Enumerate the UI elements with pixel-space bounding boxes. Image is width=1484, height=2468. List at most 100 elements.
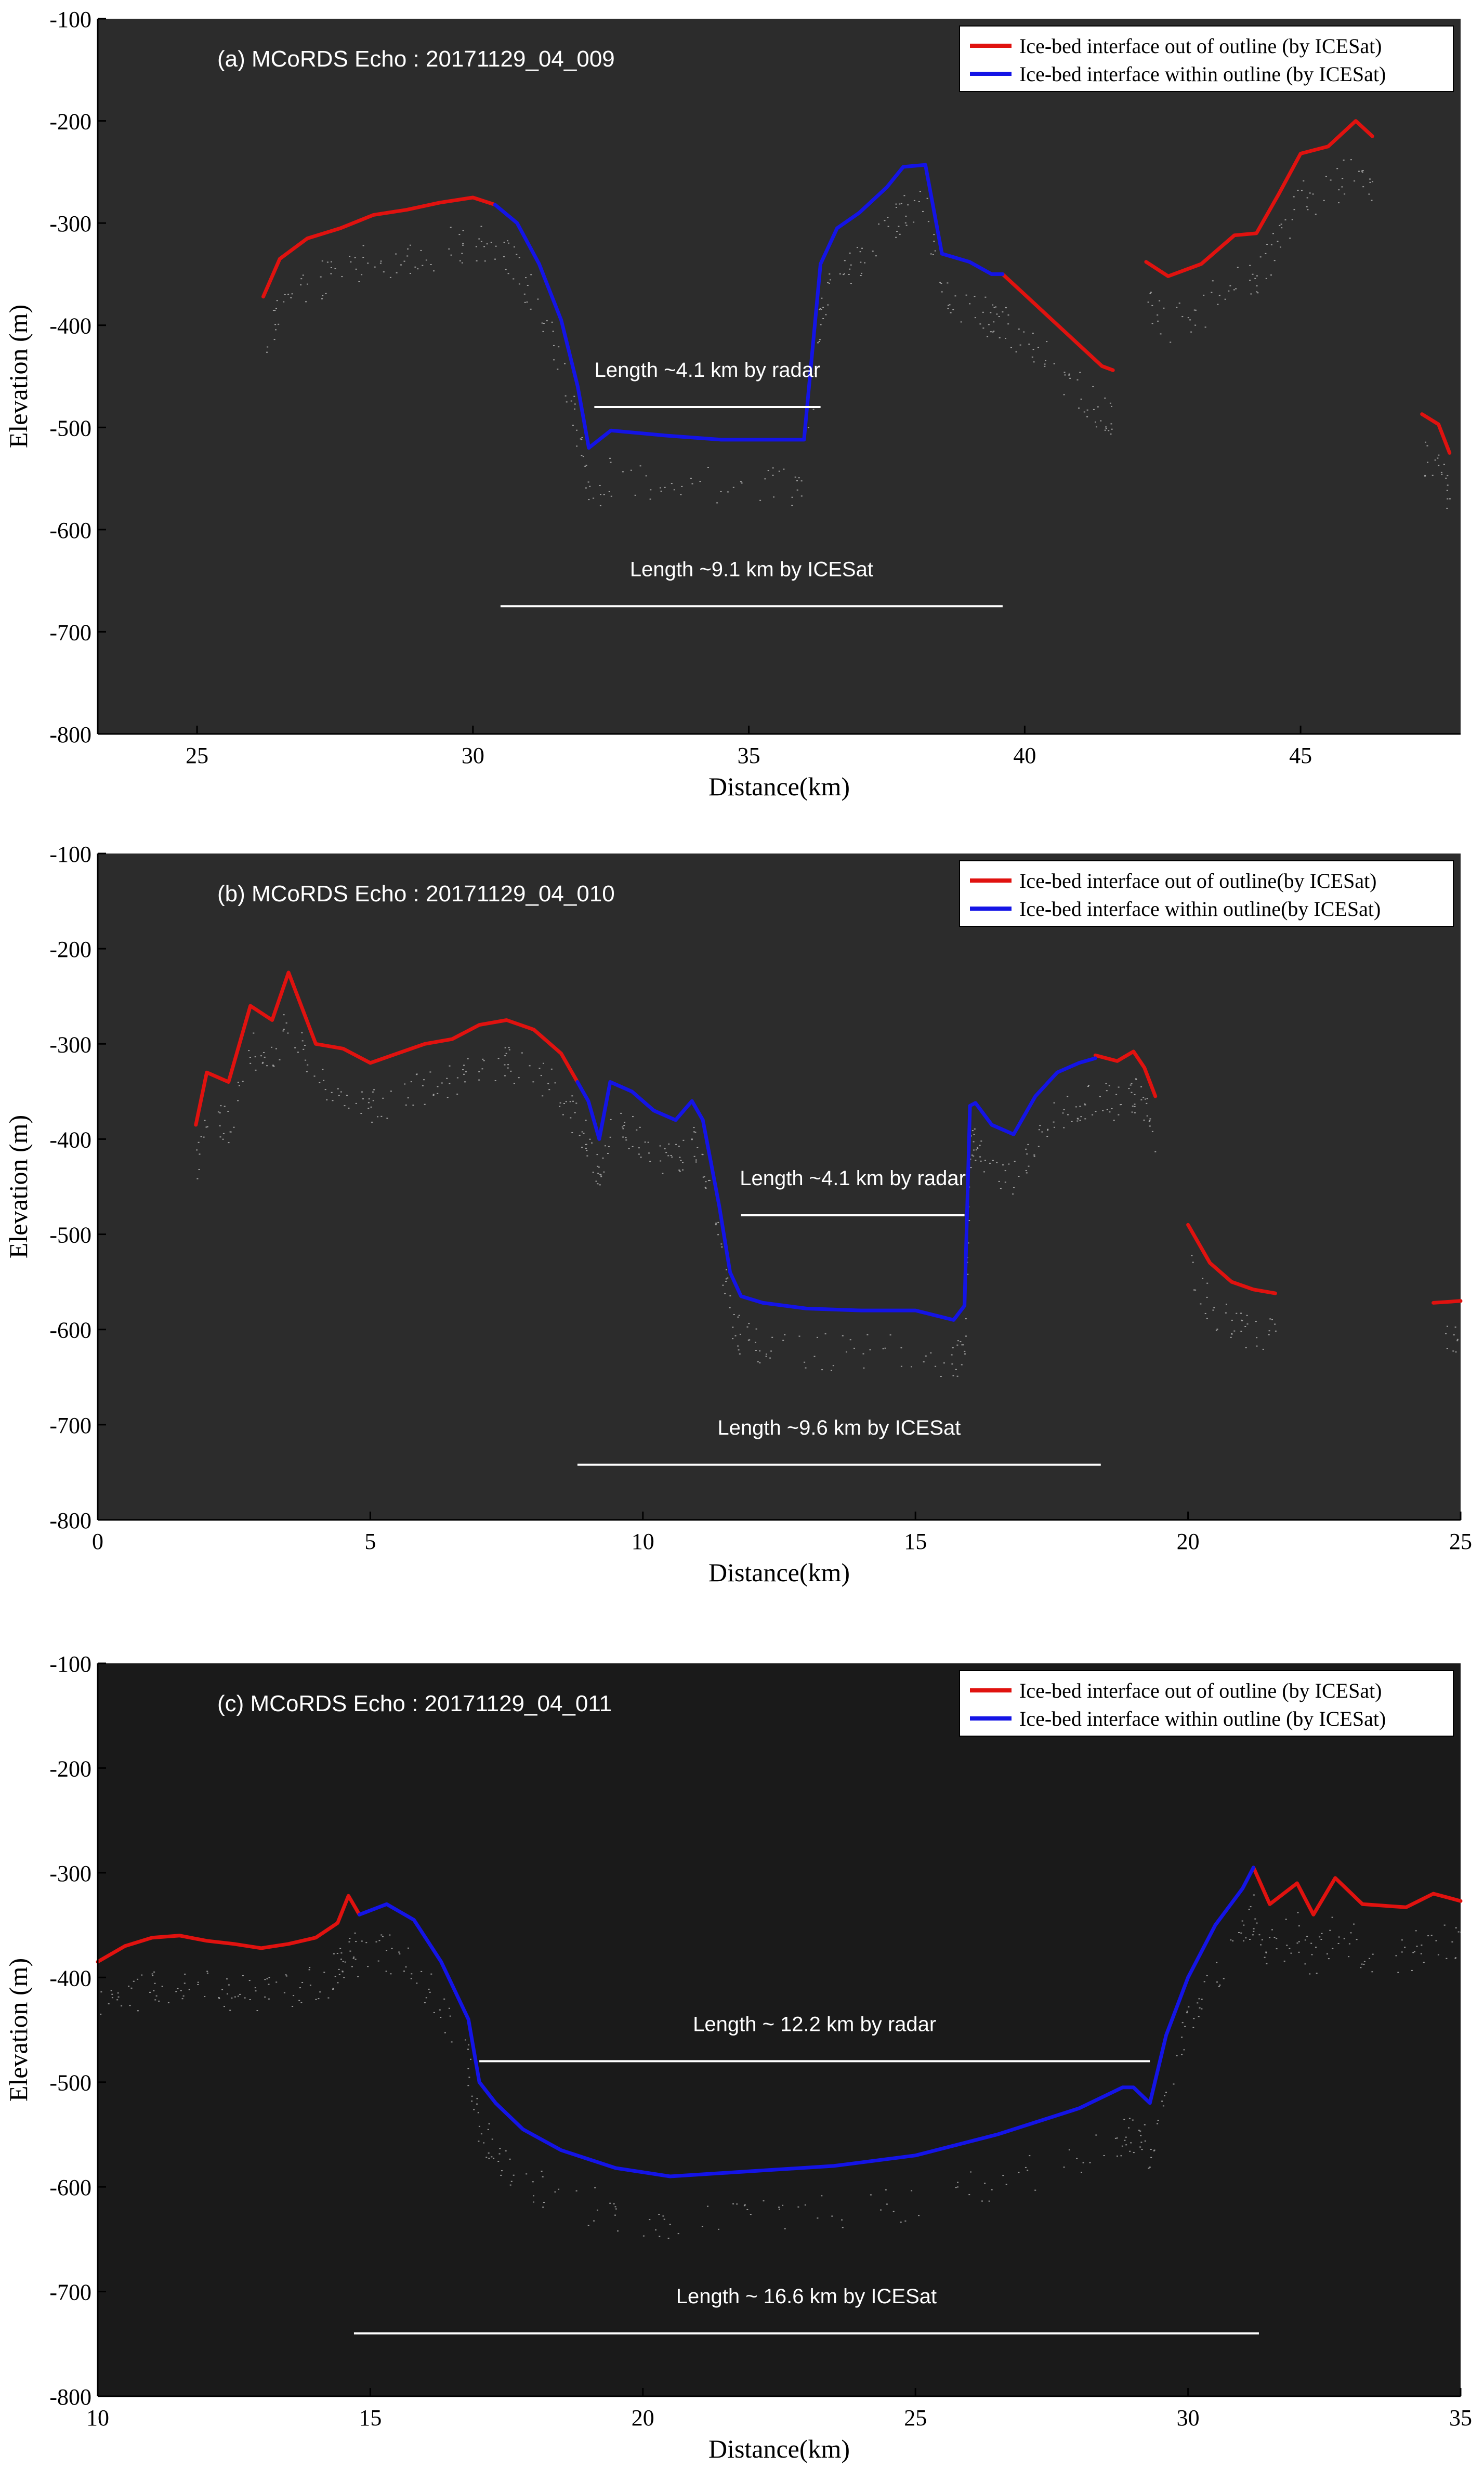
echo-speck xyxy=(884,1347,886,1349)
echo-speck xyxy=(970,2171,971,2173)
echo-speck xyxy=(1104,397,1106,399)
echo-speck xyxy=(508,1047,510,1048)
echo-speck xyxy=(869,1349,871,1350)
echo-speck xyxy=(412,1105,414,1106)
echo-speck xyxy=(1446,1348,1448,1349)
echo-speck xyxy=(336,1953,338,1954)
echo-speck xyxy=(361,1940,363,1942)
echo-speck xyxy=(298,2000,300,2001)
echo-speck xyxy=(597,1165,599,1167)
echo-speck xyxy=(673,489,675,491)
echo-speck xyxy=(741,482,743,484)
echo-speck xyxy=(844,260,846,261)
echo-speck xyxy=(485,2157,488,2158)
echo-speck xyxy=(818,341,820,342)
echo-speck xyxy=(757,1361,759,1362)
plot-area xyxy=(98,854,1461,1520)
echo-speck xyxy=(477,2112,479,2113)
echo-speck xyxy=(850,264,852,266)
echo-speck xyxy=(918,201,920,202)
echo-speck xyxy=(1023,331,1025,333)
echo-speck xyxy=(274,310,276,311)
echo-speck xyxy=(965,1318,967,1320)
echo-speck xyxy=(380,1115,383,1117)
echo-speck xyxy=(1235,288,1237,290)
echo-speck xyxy=(275,329,277,331)
echo-speck xyxy=(1245,1937,1247,1939)
echo-speck xyxy=(1441,474,1443,475)
echo-speck xyxy=(446,1078,448,1079)
echo-speck xyxy=(1412,1952,1414,1953)
echo-speck xyxy=(600,1176,602,1177)
echo-speck xyxy=(371,1121,373,1123)
echo-speck xyxy=(1225,1312,1227,1314)
echo-speck xyxy=(355,268,357,270)
echo-speck xyxy=(767,470,769,471)
echo-speckles xyxy=(100,1894,1462,2239)
echo-speck xyxy=(321,298,323,299)
echo-speck xyxy=(1084,1103,1086,1105)
echo-speck xyxy=(1148,2168,1150,2169)
echo-speck xyxy=(805,1367,807,1369)
echo-speck xyxy=(649,498,651,500)
echo-speck xyxy=(905,215,907,217)
echo-speck xyxy=(533,2201,534,2203)
echo-speck xyxy=(1224,298,1226,300)
echo-speck xyxy=(817,1336,818,1338)
echo-speck xyxy=(1257,292,1259,294)
echo-speck xyxy=(1307,209,1309,211)
echo-speck xyxy=(667,1155,669,1157)
echo-speck xyxy=(822,307,824,308)
echo-speck xyxy=(342,1971,344,1972)
echo-speck xyxy=(1323,200,1325,201)
echo-speck xyxy=(1092,386,1094,387)
echo-speck xyxy=(554,1082,556,1084)
echo-speck xyxy=(717,1234,719,1236)
echo-speck xyxy=(389,277,391,278)
echo-speck xyxy=(765,1356,767,1357)
echo-speck xyxy=(907,204,909,206)
echo-speck xyxy=(274,324,277,325)
echo-speck xyxy=(334,268,336,269)
echo-speck xyxy=(1297,1912,1299,1913)
echo-speck xyxy=(1211,292,1213,293)
echo-speck xyxy=(1312,193,1314,195)
echo-speck xyxy=(428,1988,430,1990)
echo-speck xyxy=(1362,186,1364,188)
echo-speck xyxy=(300,284,302,286)
echo-speck xyxy=(1342,178,1344,179)
chart-panel-1: Length ~4.1 km by radar Length ~9.1 km by… xyxy=(4,7,1461,801)
echo-speck xyxy=(599,505,601,506)
panel-title: (a) MCoRDS Echo : 20171129_04_009 xyxy=(217,46,615,72)
echo-speck xyxy=(299,1987,301,1989)
echo-speck xyxy=(850,283,852,284)
echo-speck xyxy=(649,1161,651,1162)
echo-speck xyxy=(581,455,583,456)
echo-speck xyxy=(1427,1935,1429,1937)
echo-speck xyxy=(398,1951,400,1953)
y-axis-label: Elevation (m) xyxy=(4,1958,33,2102)
echo-speck xyxy=(1253,1894,1255,1896)
echo-speck xyxy=(900,1366,902,1367)
echo-speck xyxy=(1193,309,1196,311)
echo-speck xyxy=(344,1961,346,1963)
echo-speck xyxy=(585,487,587,489)
echo-speck xyxy=(574,403,576,405)
echo-speck xyxy=(542,2207,544,2208)
echo-speck xyxy=(450,227,452,228)
echo-speck xyxy=(1081,2172,1082,2173)
echo-speck xyxy=(947,282,949,284)
echo-speck xyxy=(1143,1119,1145,1121)
echo-speck xyxy=(1164,2095,1165,2096)
echo-speck xyxy=(463,1065,465,1066)
echo-speck xyxy=(1343,1938,1345,1939)
echo-speck xyxy=(974,1128,976,1130)
echo-speck xyxy=(382,1936,384,1937)
echo-speck xyxy=(546,320,548,322)
echo-speck xyxy=(480,241,482,242)
echo-speck xyxy=(424,2002,426,2003)
echo-speck xyxy=(400,264,402,266)
echo-speck xyxy=(342,1961,344,1962)
y-tick-label: -500 xyxy=(49,2070,91,2096)
echo-speck xyxy=(205,1126,207,1128)
